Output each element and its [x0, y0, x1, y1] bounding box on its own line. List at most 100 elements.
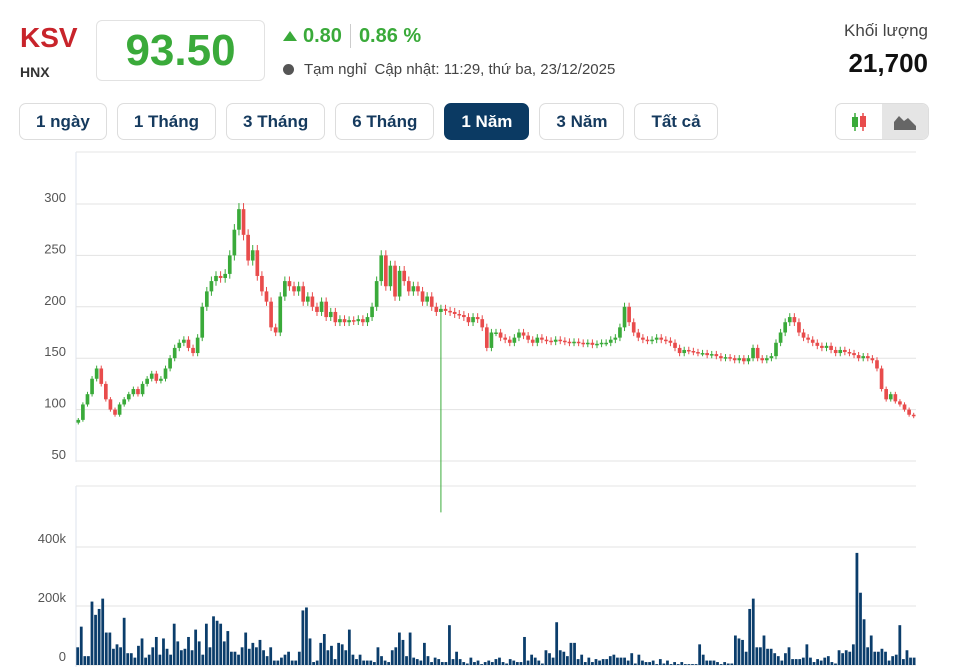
volume-bar: [440, 662, 444, 665]
volume-bar: [104, 632, 108, 665]
volume-bar: [612, 654, 616, 665]
candle-body: [273, 327, 278, 333]
volume-bar: [580, 654, 584, 665]
candle-body: [549, 340, 553, 343]
volume-bar: [337, 642, 341, 665]
candle-body: [241, 209, 246, 235]
volume-bar: [347, 629, 351, 665]
volume-bar: [208, 647, 212, 665]
candle-body: [356, 319, 361, 322]
candle-body: [507, 339, 512, 343]
tab-1-year[interactable]: 1 Năm: [444, 103, 530, 140]
volume-bar: [812, 662, 816, 665]
volume-bar: [784, 653, 787, 665]
candle-body: [402, 270, 407, 282]
volume-bar: [394, 647, 398, 665]
chart-type-toggle: [835, 103, 929, 140]
candle-body: [287, 281, 292, 287]
candle-body: [204, 291, 209, 307]
candle-body: [99, 368, 104, 384]
candle-body: [384, 255, 388, 287]
candle-body: [503, 337, 508, 340]
candle-body: [278, 296, 283, 333]
candle-body: [209, 281, 214, 292]
volume-bar: [179, 650, 183, 665]
area-chart-button[interactable]: [882, 104, 928, 139]
volume-bar: [555, 622, 559, 665]
volume-bar: [801, 657, 805, 665]
volume-bar: [744, 651, 748, 665]
candle-body: [177, 342, 182, 348]
up-arrow-icon: [283, 31, 297, 41]
candle-body: [558, 339, 563, 342]
volume-bar: [687, 664, 691, 665]
volume-bar: [83, 656, 87, 665]
candle-body: [85, 394, 90, 405]
volume-bar: [487, 660, 491, 665]
volume-bar: [633, 663, 637, 665]
volume-bar: [222, 641, 226, 665]
candle-body: [379, 255, 384, 282]
volume-bar: [290, 660, 294, 665]
volume-bar: [247, 648, 251, 665]
market-status: Tạm nghỉ Cập nhật: 11:29, thứ ba, 23/12/…: [283, 61, 615, 78]
candle-body: [751, 347, 755, 359]
volume-bar: [533, 657, 537, 665]
volume-bar: [383, 660, 387, 665]
price-tick-label: 250: [44, 241, 66, 256]
candle-body: [370, 306, 374, 318]
tab-6-months[interactable]: 6 Tháng: [335, 103, 435, 140]
tab-1-day[interactable]: 1 ngày: [19, 103, 107, 140]
candle-body: [572, 341, 576, 344]
candle-body: [439, 308, 443, 312]
candle-body: [429, 296, 434, 307]
volume-bar: [305, 607, 308, 665]
candle-body: [411, 286, 416, 292]
volume-bar: [140, 638, 144, 665]
volume-bar: [90, 601, 94, 665]
volume-bar: [769, 648, 773, 665]
price-tick-label: 300: [44, 190, 66, 205]
volume-bar: [794, 659, 798, 665]
volume-bar: [773, 653, 777, 665]
volume-bar: [776, 656, 780, 665]
volume-bar: [894, 654, 898, 665]
volume-bar: [276, 660, 280, 665]
volume-bar: [712, 660, 716, 665]
volume-bar: [648, 662, 651, 665]
tab-3-months[interactable]: 3 Tháng: [226, 103, 326, 140]
volume-bar: [355, 659, 358, 665]
candle-body: [117, 404, 122, 415]
volume-bar: [741, 639, 744, 665]
volume-bar: [376, 647, 380, 665]
candle-body: [296, 286, 301, 292]
volume-bar: [251, 642, 255, 665]
volume-bar: [201, 654, 205, 665]
candle-body: [884, 389, 888, 400]
candle-body: [310, 296, 315, 307]
candle-body: [145, 378, 149, 384]
volume-bar: [255, 647, 258, 665]
volume-bar: [219, 623, 223, 665]
tab-all[interactable]: Tất cả: [634, 103, 718, 140]
tab-3-years[interactable]: 3 Năm: [539, 103, 625, 140]
candle-body: [787, 317, 792, 323]
candlestick-button[interactable]: [836, 104, 882, 139]
candle-body: [338, 319, 342, 323]
candle-body: [728, 357, 732, 359]
tab-1-month[interactable]: 1 Tháng: [116, 103, 217, 140]
volume-bar: [401, 639, 405, 665]
volume-bar: [369, 660, 373, 665]
volume-bar: [480, 664, 483, 665]
volume-bar: [412, 657, 416, 665]
candle-body: [641, 337, 645, 340]
candle-body: [76, 419, 81, 423]
volume-bar: [855, 552, 859, 665]
volume-bar: [197, 641, 201, 665]
candle-body: [668, 340, 673, 343]
candle-body: [90, 378, 94, 395]
candle-body: [232, 229, 237, 256]
volume-bar: [498, 657, 501, 665]
volume-bar: [280, 657, 283, 665]
